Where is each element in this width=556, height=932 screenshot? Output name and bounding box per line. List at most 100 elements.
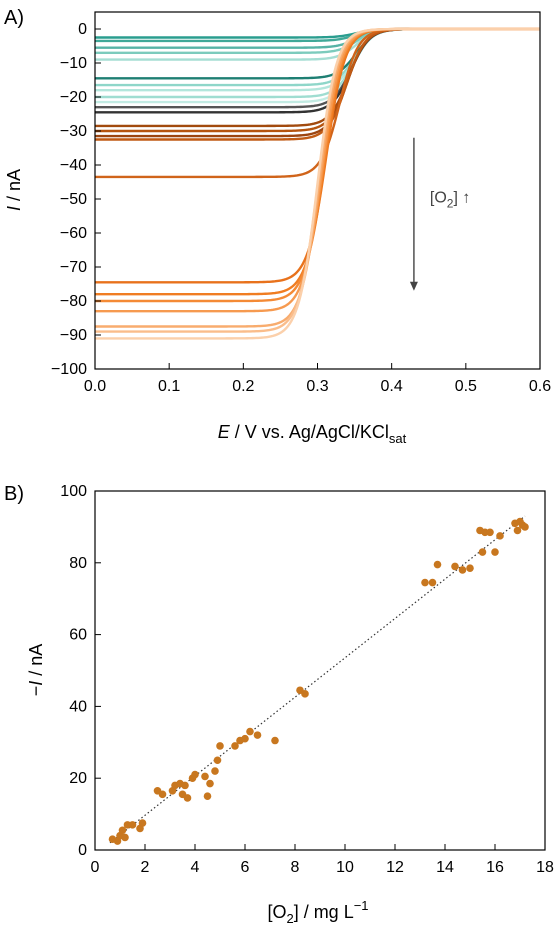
data-point: [128, 821, 137, 829]
data-point: [521, 523, 529, 531]
data-point: [301, 690, 309, 698]
data-point: [466, 564, 474, 572]
panel-b-x-axis-title: [O2] / mg L−1: [267, 898, 368, 926]
data-point: [513, 526, 522, 535]
panel-a-y-tick-label: −40: [60, 157, 87, 174]
voltammogram-curve-24: [95, 27, 540, 340]
panel-b-frame: [94, 490, 546, 851]
panel-a-annotation: [O2] ↑: [409, 137, 470, 291]
annotation-suffix: ] ↑: [453, 189, 470, 206]
panel-b-x-tick-label: 10: [336, 859, 354, 876]
panel-a-curves: [95, 27, 540, 340]
data-point: [433, 560, 442, 569]
data-point: [201, 772, 209, 781]
concentration-arrow-head: [409, 281, 418, 291]
panel-a-label: A): [4, 7, 24, 29]
panel-b-x-tick-label: 0: [91, 859, 100, 876]
data-point: [486, 528, 494, 537]
data-point: [451, 562, 459, 571]
data-point: [241, 734, 249, 743]
data-point: [191, 770, 199, 779]
panel-a-x-tick-label: 0.2: [232, 378, 254, 395]
data-point: [138, 819, 147, 827]
panel-a-x-tick-label: 0.1: [158, 378, 180, 395]
panel-b-label: B): [4, 483, 24, 505]
data-point: [458, 566, 467, 574]
data-point: [478, 548, 487, 556]
voltammogram-curve-15: [95, 27, 540, 138]
panel-b-x-ticks: 0 2 4 6 8 10 12 14 16 18: [91, 844, 554, 876]
data-point: [203, 792, 212, 800]
voltammogram-curve-1: [95, 27, 540, 39]
data-point: [216, 742, 224, 750]
data-point: [206, 779, 214, 788]
panel-a-x-tick-label: 0.6: [529, 378, 551, 395]
panel-a-y-tick-label: −80: [60, 293, 87, 310]
data-point: [231, 742, 239, 750]
panel-a-y-tick-label: −60: [60, 225, 87, 242]
panel-a-y-axis-title: I / nA: [4, 169, 24, 211]
panel-b-y-tick-label: 40: [69, 698, 87, 715]
data-point: [118, 826, 127, 835]
panel-a-x-ticks: 0.0 0.1 0.2 0.3 0.4 0.5 0.6: [84, 363, 551, 395]
annotation-text: [O: [430, 189, 447, 206]
data-point: [428, 578, 437, 587]
voltammogram-curve-2: [95, 27, 540, 43]
panel-b-y-axis-title: −I / nA: [26, 644, 46, 697]
panel-a-plot: 0.0 0.1 0.2 0.3 0.4 0.5 0.6 0 −10 −20 −30 −40 −50 −6…: [4, 11, 551, 446]
panel-b-y-ticks: 0 20 40 60 80 100: [60, 483, 101, 859]
panel-b-x-tick-label: 2: [141, 859, 150, 876]
data-point: [211, 767, 219, 775]
panel-b-y-tick-label: 80: [69, 555, 87, 572]
concentration-annotation: [O2] ↑: [430, 189, 470, 210]
voltammogram-curve-21: [95, 27, 540, 313]
panel-b-points: [108, 517, 529, 845]
panel-b-x-tick-label: 6: [241, 859, 250, 876]
panel-b-x-tick-label: 14: [436, 859, 454, 876]
panel-a-y-tick-label: −50: [60, 191, 87, 208]
panel-b-y-tick-label: 60: [69, 627, 87, 644]
panel-a-y-tick-label: −20: [60, 89, 87, 106]
panel-b-x-tick-label: 12: [386, 859, 404, 876]
data-point: [491, 548, 499, 556]
panel-b-plot: 0 2 4 6 8 10 12 14 16 18 0 20 40 60 80 100 [O2] / mg L…: [26, 483, 554, 926]
voltammogram-curve-14: [95, 27, 540, 133]
panel-a-y-tick-label: 0: [78, 21, 87, 38]
panel-b-x-tick-label: 16: [486, 859, 504, 876]
panel-b-fit-line: [109, 515, 526, 844]
voltammogram-curve-9: [95, 27, 540, 99]
panel-b-y-tick-label: 100: [60, 483, 87, 500]
data-point: [476, 526, 484, 535]
data-point: [271, 736, 279, 745]
panel-a-x-tick-label: 0.3: [306, 378, 328, 395]
panel-b-y-tick-label: 0: [78, 842, 87, 859]
data-point: [496, 532, 504, 540]
data-point: [121, 833, 129, 842]
data-point: [181, 781, 189, 790]
data-point: [213, 756, 222, 765]
panel-a-x-tick-label: 0.4: [381, 378, 403, 395]
panel-b-y-tick-label: 20: [69, 770, 87, 787]
panel-a-y-tick-label: −90: [60, 327, 87, 344]
voltammogram-curve-19: [95, 27, 540, 296]
panel-a-y-tick-label: −70: [60, 259, 87, 276]
panel-a-y-ticks: 0 −10 −20 −30 −40 −50 −60 −70 −80 −90 −100: [51, 21, 101, 378]
data-point: [183, 794, 192, 802]
panel-a-y-tick-label: −10: [60, 55, 87, 72]
data-point: [421, 578, 429, 587]
panel-b-x-tick-label: 8: [291, 859, 300, 876]
data-point: [158, 790, 167, 799]
panel-b-x-tick-label: 4: [191, 859, 200, 876]
voltammogram-curve-5: [95, 27, 540, 61]
voltammogram-curve-18: [95, 27, 540, 284]
panel-a-x-axis-title: E / V vs. Ag/AgCl/KClsat: [218, 422, 407, 446]
data-point: [253, 731, 262, 739]
panel-a-y-tick-label: −100: [51, 361, 87, 378]
panel-a-x-tick-label: 0.5: [455, 378, 477, 395]
panel-a-y-tick-label: −30: [60, 123, 87, 140]
panel-b-x-tick-label: 18: [536, 859, 554, 876]
panel-a-x-tick-label: 0.0: [84, 378, 106, 395]
data-point: [246, 727, 254, 736]
annotation-subscript: 2: [447, 196, 454, 210]
